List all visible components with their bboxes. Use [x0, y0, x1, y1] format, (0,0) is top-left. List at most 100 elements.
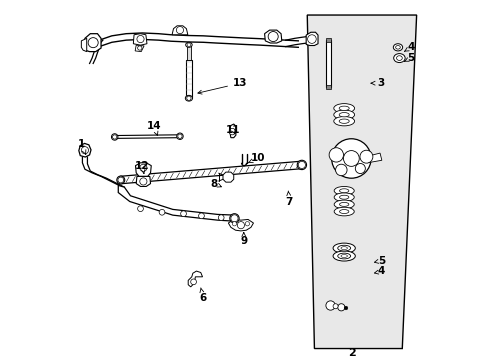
Circle shape — [359, 150, 372, 163]
Ellipse shape — [396, 56, 402, 60]
Ellipse shape — [339, 202, 348, 206]
Text: 9: 9 — [240, 233, 247, 246]
Circle shape — [325, 301, 335, 310]
Circle shape — [176, 27, 183, 34]
Ellipse shape — [185, 42, 192, 47]
Circle shape — [355, 163, 365, 174]
Text: 7: 7 — [285, 191, 292, 207]
Ellipse shape — [339, 119, 348, 123]
Circle shape — [88, 38, 98, 48]
Ellipse shape — [339, 210, 348, 213]
Bar — [325, 85, 330, 89]
Text: 10: 10 — [247, 153, 265, 163]
Ellipse shape — [337, 253, 350, 259]
Ellipse shape — [333, 207, 353, 216]
Circle shape — [178, 134, 182, 138]
Ellipse shape — [332, 243, 355, 253]
Polygon shape — [79, 143, 91, 157]
Polygon shape — [172, 26, 187, 35]
Circle shape — [244, 222, 249, 226]
Ellipse shape — [333, 117, 354, 126]
Polygon shape — [85, 34, 101, 51]
Circle shape — [187, 43, 190, 46]
Circle shape — [137, 206, 143, 212]
Polygon shape — [264, 30, 281, 43]
Bar — [325, 40, 330, 87]
Text: 14: 14 — [146, 121, 161, 135]
Ellipse shape — [111, 134, 118, 140]
Circle shape — [328, 148, 343, 162]
Circle shape — [112, 135, 117, 139]
Circle shape — [331, 139, 370, 178]
Text: 12: 12 — [135, 161, 149, 174]
Circle shape — [159, 210, 164, 215]
Circle shape — [230, 215, 238, 222]
Ellipse shape — [395, 45, 400, 49]
Circle shape — [344, 306, 347, 310]
Ellipse shape — [117, 176, 124, 184]
Polygon shape — [305, 32, 317, 45]
Ellipse shape — [337, 245, 350, 251]
Text: 13: 13 — [198, 78, 247, 94]
Polygon shape — [229, 124, 235, 138]
Circle shape — [186, 96, 191, 100]
Circle shape — [81, 147, 88, 154]
Polygon shape — [365, 153, 381, 163]
Circle shape — [228, 129, 235, 135]
Circle shape — [337, 304, 344, 311]
Ellipse shape — [340, 247, 346, 249]
Ellipse shape — [392, 44, 402, 51]
Ellipse shape — [393, 54, 405, 63]
Circle shape — [140, 164, 147, 171]
Bar — [325, 38, 330, 41]
Text: 8: 8 — [210, 179, 221, 189]
Ellipse shape — [333, 200, 353, 209]
Bar — [187, 45, 190, 60]
Circle shape — [335, 164, 346, 176]
Polygon shape — [136, 176, 150, 186]
Ellipse shape — [297, 160, 306, 170]
Text: 4: 4 — [404, 42, 414, 52]
Circle shape — [137, 46, 142, 50]
Polygon shape — [223, 172, 233, 182]
Circle shape — [267, 32, 278, 41]
Ellipse shape — [340, 255, 346, 257]
Ellipse shape — [333, 186, 353, 195]
Circle shape — [343, 150, 359, 166]
Circle shape — [198, 213, 204, 219]
Polygon shape — [81, 39, 86, 51]
Polygon shape — [228, 220, 253, 231]
Polygon shape — [135, 163, 151, 176]
Circle shape — [237, 222, 244, 229]
Text: 3: 3 — [370, 78, 384, 88]
Circle shape — [190, 279, 196, 285]
Bar — [185, 60, 192, 98]
Text: 6: 6 — [199, 288, 206, 303]
Polygon shape — [188, 271, 202, 287]
Circle shape — [118, 177, 123, 183]
Ellipse shape — [333, 110, 354, 120]
Ellipse shape — [339, 189, 348, 193]
Circle shape — [298, 161, 305, 168]
Circle shape — [137, 36, 144, 42]
Circle shape — [140, 178, 147, 185]
Text: 2: 2 — [347, 348, 355, 358]
Ellipse shape — [333, 104, 354, 113]
Ellipse shape — [229, 214, 239, 223]
Ellipse shape — [176, 133, 183, 139]
Circle shape — [307, 35, 316, 43]
Text: 1: 1 — [78, 139, 86, 154]
Ellipse shape — [185, 95, 192, 101]
Circle shape — [332, 304, 337, 309]
Text: 4: 4 — [374, 266, 385, 276]
Circle shape — [180, 211, 186, 217]
Polygon shape — [306, 15, 416, 348]
Text: 5: 5 — [374, 256, 385, 266]
Polygon shape — [118, 185, 235, 221]
Text: 5: 5 — [404, 53, 414, 63]
Ellipse shape — [333, 193, 353, 202]
Polygon shape — [133, 34, 147, 45]
Polygon shape — [135, 45, 144, 51]
Ellipse shape — [332, 251, 355, 261]
Circle shape — [218, 215, 224, 221]
